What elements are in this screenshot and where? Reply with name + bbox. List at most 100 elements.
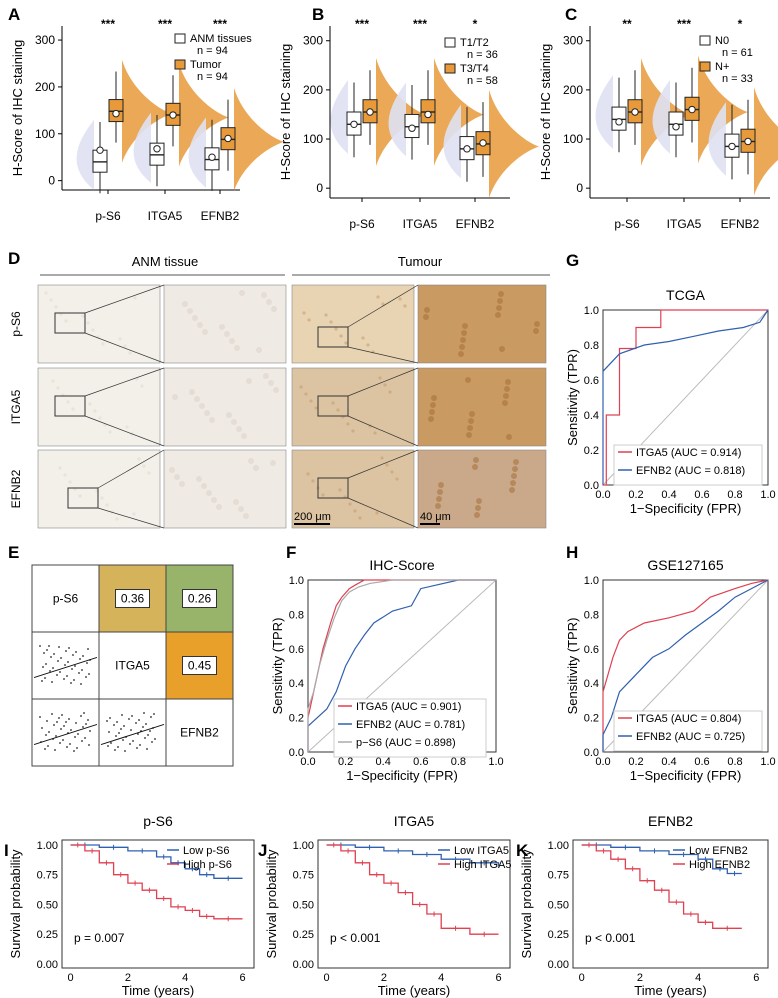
legend-label: ANM tissues <box>190 33 252 45</box>
ihc-texture <box>461 330 467 336</box>
scatter-point <box>139 744 141 746</box>
mean-point <box>208 153 216 161</box>
ihc-texture <box>88 402 92 406</box>
scatter-point <box>63 678 65 680</box>
ihc-texture <box>358 516 362 520</box>
ihc-texture <box>366 343 370 347</box>
panel-label: G <box>566 251 579 270</box>
legend-n: n = 94 <box>197 71 228 83</box>
scatter-point <box>60 728 62 730</box>
legend-label: p−S6 (AUC = 0.898) <box>356 737 456 749</box>
x-tick-label: p-S6 <box>349 217 375 231</box>
ihc-image <box>37 449 161 529</box>
ihc-texture <box>49 298 53 302</box>
matrix-cell <box>165 698 234 767</box>
significance-marker: *** <box>101 17 115 31</box>
y-tick-label: 0.2 <box>584 445 599 457</box>
ihc-texture <box>68 480 72 484</box>
scale-label: 40 μm <box>420 511 451 523</box>
ihc-texture <box>66 400 70 404</box>
x-tick-label: ITGA5 <box>403 217 438 231</box>
ihc-texture <box>344 341 348 345</box>
corr-box <box>182 589 217 608</box>
x-tick-label: EFNB2 <box>201 209 240 223</box>
ihc-texture <box>105 503 109 507</box>
panel-label: C <box>565 5 577 24</box>
ihc-texture <box>435 503 441 509</box>
legend-label: N+ <box>715 61 729 73</box>
y-axis-label: Sensitivity (TPR) <box>565 349 580 446</box>
legend-label: High EFNB2 <box>689 859 750 871</box>
zoom-line <box>347 346 419 364</box>
x-tick-label: ITGA5 <box>148 209 183 223</box>
scatter-point <box>49 670 51 672</box>
matrix-cell <box>98 698 167 767</box>
ihc-texture <box>424 307 430 313</box>
scatter-point <box>135 722 137 724</box>
scatter-point <box>66 746 68 748</box>
km-curve-high <box>581 844 742 929</box>
ihc-texture <box>513 459 519 465</box>
panel-label: K <box>516 841 529 860</box>
mean-point <box>688 105 696 114</box>
significance-marker: *** <box>413 17 427 31</box>
y-tick-label: 0.6 <box>584 375 599 387</box>
ihc-texture <box>467 425 473 431</box>
zoom-box <box>54 395 86 417</box>
scatter-point <box>39 716 41 718</box>
x-tick-label: 1.0 <box>760 489 775 501</box>
ihc-texture <box>375 511 379 515</box>
ihc-texture <box>475 505 481 511</box>
scatter-point <box>120 728 122 730</box>
ihc-texture <box>236 426 242 432</box>
ihc-texture <box>196 476 202 482</box>
y-tick-label: 0.75 <box>293 870 314 882</box>
ihc-texture <box>118 337 122 341</box>
ihc-texture <box>81 314 85 318</box>
x-axis-label: 1−Specificity (FPR) <box>630 768 742 783</box>
y-tick-label: 1.0 <box>584 305 599 317</box>
ihc-texture <box>226 412 232 418</box>
diagonal-label: EFNB2 <box>180 726 219 740</box>
y-axis-label: Survival probability <box>264 849 279 959</box>
scatter-point <box>55 735 57 737</box>
panel-k: K EFNB2 0.00 0.25 0.50 0.75 1.00 0 2 4 6 Time (year… <box>516 813 769 998</box>
ihc-texture <box>398 297 402 301</box>
ihc-texture <box>314 406 318 410</box>
legend-box <box>333 698 487 758</box>
y-tick-label: 0 <box>316 181 323 195</box>
ihc-texture <box>438 482 444 488</box>
ihc-texture <box>211 497 217 503</box>
ihc-texture <box>495 312 501 318</box>
legend: ITGA5 (AUC = 0.804) EFNB2 (AUC = 0.725) <box>613 710 763 752</box>
roc-curve-itga5 <box>603 309 768 486</box>
y-tick-label: 200 <box>563 83 583 97</box>
mean-point <box>153 145 161 153</box>
chart-title: p-S6 <box>143 813 173 829</box>
scatter-point <box>44 748 46 750</box>
ihc-texture <box>243 513 249 519</box>
ihc-texture <box>187 308 193 314</box>
scatter-point <box>65 650 67 652</box>
violin-normal <box>133 112 151 183</box>
ihc-texture <box>51 379 55 383</box>
ihc-texture <box>496 305 502 311</box>
scatter-point <box>137 733 139 735</box>
zoom-box <box>54 312 86 334</box>
scatter-point <box>74 665 76 667</box>
scatter-point <box>149 730 151 732</box>
scatter-point <box>138 719 140 721</box>
ihc-texture <box>142 464 146 468</box>
ihc-image <box>417 449 547 529</box>
mean-point <box>224 134 232 143</box>
x-axis-label: Time (years) <box>122 983 194 998</box>
ihc-texture <box>54 305 58 309</box>
scatter-point <box>67 661 69 663</box>
chart-title: GSE127165 <box>647 557 723 573</box>
panel-b: B 0 100 200 300 H-Score of IHC staining *** p-S… <box>278 5 539 231</box>
x-axis-label: Time (years) <box>378 983 450 998</box>
mean-point <box>112 109 120 118</box>
ihc-texture <box>309 399 313 403</box>
mean-point <box>96 146 104 154</box>
legend-swatch <box>444 63 456 74</box>
